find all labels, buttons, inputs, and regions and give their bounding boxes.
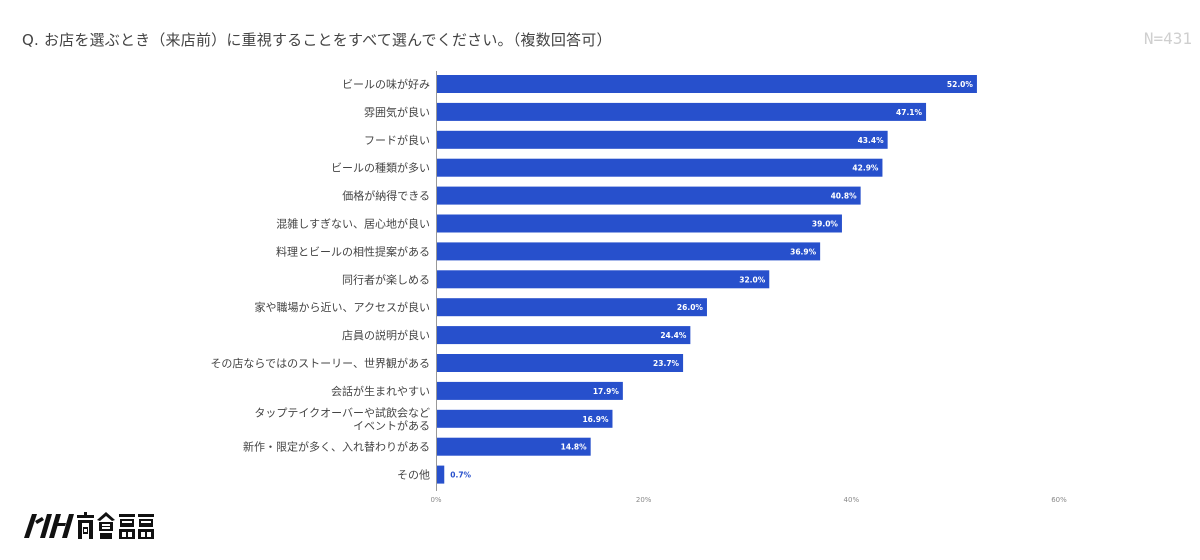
x-tick-label: 0% [430, 496, 441, 504]
x-tick-label: 20% [636, 496, 652, 504]
data-label: 26.0% [677, 303, 704, 312]
data-label: 43.4% [858, 136, 885, 145]
bar [437, 437, 591, 456]
data-label: 23.7% [653, 359, 680, 368]
bar [437, 75, 977, 93]
data-label: 36.9% [790, 247, 817, 256]
bar [437, 298, 707, 317]
data-label: 0.7% [450, 471, 471, 480]
category-label: 混雑しすぎない、居心地が良い [276, 217, 430, 231]
category-label: 店員の説明が良い [342, 328, 430, 342]
data-label: 24.4% [660, 331, 687, 340]
bar [437, 270, 770, 289]
category-label: 雰囲気が良い [364, 105, 430, 119]
x-tick-label: 60% [1051, 496, 1067, 504]
company-logo [24, 512, 154, 539]
bar [437, 409, 613, 428]
category-label: 新作・限定が多く、入れ替わりがある [243, 440, 430, 454]
sample-size: N=431 [1143, 29, 1192, 48]
category-label: ビールの味が好み [342, 77, 430, 91]
bar [437, 242, 821, 261]
data-label: 16.9% [582, 415, 609, 424]
bar [437, 214, 842, 233]
x-tick-label: 40% [844, 496, 860, 504]
data-label: 52.0% [947, 80, 974, 89]
data-label: 17.9% [593, 387, 620, 396]
category-label: フードが良い [364, 133, 430, 147]
bar [437, 158, 883, 177]
data-label: 40.8% [831, 192, 858, 201]
question-title: Q. お店を選ぶとき（来店前）に重視することをすべて選んでください。（複数回答可… [22, 31, 612, 49]
data-label: 42.9% [852, 164, 879, 173]
data-label: 47.1% [896, 108, 923, 117]
category-label: 料理とビールの相性提案がある [276, 244, 430, 258]
bar [437, 465, 445, 484]
bar [437, 381, 623, 400]
category-label: 家や職場から近い、アクセスが良い [255, 300, 430, 314]
category-label: 会話が生まれやすい [331, 384, 430, 398]
category-label: その他 [397, 469, 430, 482]
data-label: 39.0% [812, 220, 839, 229]
bar [437, 354, 684, 372]
category-label: 価格が納得できる [342, 189, 430, 203]
category-label: ビールの種類が多い [331, 161, 430, 175]
bar [437, 326, 691, 345]
category-label: タップテイクオーバーや試飲会などイベントがある [254, 405, 430, 432]
data-label: 32.0% [739, 275, 766, 284]
category-label: その店ならではのストーリー、世界観がある [210, 356, 430, 370]
bar [437, 186, 861, 205]
bar [437, 102, 927, 121]
data-label: 14.8% [561, 443, 588, 452]
category-label: 同行者が楽しめる [342, 272, 430, 286]
bar [437, 130, 888, 149]
